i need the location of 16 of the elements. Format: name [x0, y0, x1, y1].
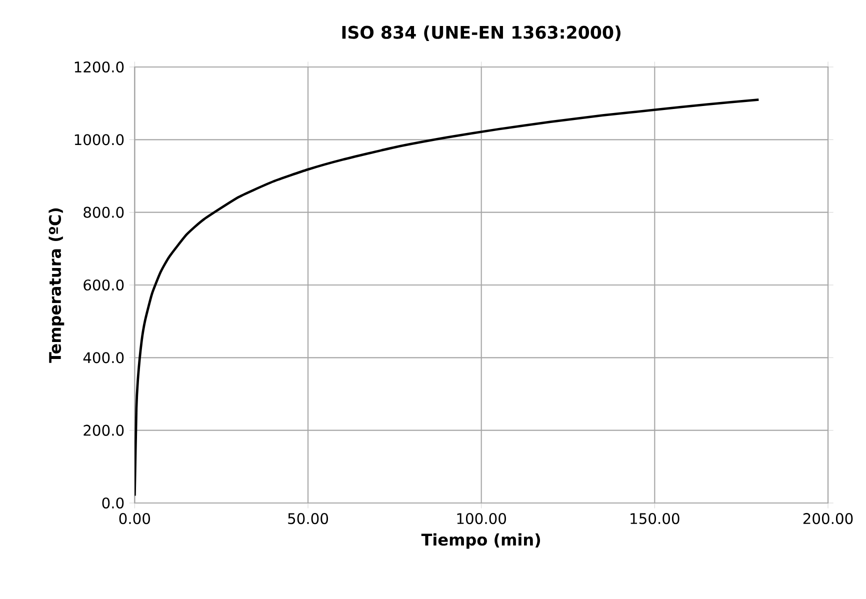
x-tick-label: 50.00	[288, 513, 328, 524]
x-tick-label: 200.00	[803, 513, 853, 524]
line-series	[134, 98, 760, 497]
y-tick-label: 200.0	[84, 424, 124, 436]
x-tick-label: 100.00	[457, 513, 506, 524]
y-tick-label: 800.0	[84, 206, 124, 218]
chart-title: ISO 834 (UNE-EN 1363:2000)	[342, 26, 620, 41]
x-tick-label: 0.00	[119, 513, 150, 524]
y-tick-label: 0.0	[102, 497, 124, 509]
y-tick-label: 1000.0	[74, 134, 124, 146]
x-tick-label: 150.00	[630, 513, 680, 524]
y-tick-label: 1200.0	[74, 61, 124, 73]
y-axis-title: Temperatura (ºC)	[48, 208, 64, 363]
y-tick-label: 600.0	[84, 279, 124, 291]
y-tick-label: 400.0	[83, 352, 124, 364]
x-axis-title: Tiempo (min)	[421, 533, 540, 549]
